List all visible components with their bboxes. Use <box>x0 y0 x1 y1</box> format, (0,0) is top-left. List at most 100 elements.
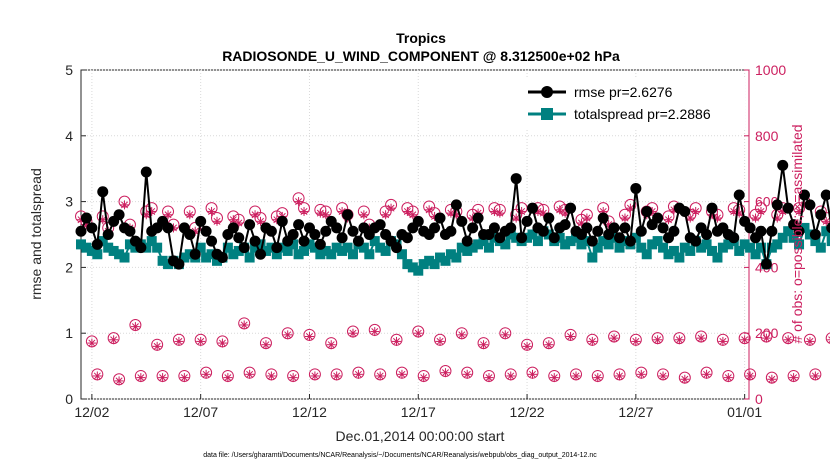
spread-point <box>783 226 794 237</box>
rmse-point <box>565 202 577 214</box>
y-left-tick-label: 0 <box>65 391 73 407</box>
spread-point <box>97 236 108 247</box>
spread-point <box>560 239 571 250</box>
spread-point <box>124 239 135 250</box>
spread-point <box>674 252 685 263</box>
obs-assimilated-point <box>130 322 140 332</box>
spread-point <box>418 259 429 270</box>
spread-point <box>598 236 609 247</box>
obs-assimilated-point <box>375 371 385 381</box>
spread-point <box>309 242 320 253</box>
obs-assimilated-point <box>479 340 489 350</box>
spread-point <box>364 249 375 260</box>
rmse-point <box>815 209 827 221</box>
spread-point <box>326 249 337 260</box>
rmse-point <box>352 235 364 247</box>
chart-title-variable: RADIOSONDE_U_WIND_COMPONENT @ 8.312500e+… <box>222 48 620 64</box>
spread-point <box>152 242 163 253</box>
rmse-point <box>336 232 348 244</box>
spread-point <box>331 242 342 253</box>
obs-assimilated-point <box>239 320 249 330</box>
obs-assimilated-point <box>228 215 238 225</box>
obs-assimilated-point <box>196 336 206 346</box>
rmse-point <box>461 235 473 247</box>
obs-assimilated-point <box>506 371 516 381</box>
rmse-point <box>445 225 457 237</box>
rmse-point <box>456 215 468 227</box>
rmse-point <box>320 225 332 237</box>
obs-assimilated-point <box>163 210 173 220</box>
spread-point <box>592 242 603 253</box>
spread-point <box>679 242 690 253</box>
rmse-point <box>581 222 593 234</box>
y-left-tick-label: 2 <box>65 259 73 275</box>
obs-assimilated-point <box>440 368 450 378</box>
spread-point <box>440 255 451 266</box>
legend: rmse pr=2.6276 totalspread pr=2.2886 <box>523 78 745 128</box>
obs-assimilated-point <box>299 206 309 216</box>
spread-point <box>271 249 282 260</box>
spread-point <box>456 242 467 253</box>
rmse-point <box>755 225 767 237</box>
obs-assimilated-point <box>810 371 820 381</box>
obs-assimilated-point <box>185 210 195 220</box>
obs-assimilated-point <box>326 340 336 350</box>
rmse-point <box>200 225 212 237</box>
spread-point <box>543 229 554 240</box>
rmse-point <box>526 202 538 214</box>
rmse-point <box>690 235 702 247</box>
y-right-tick-label: 1000 <box>755 62 786 78</box>
obs-assimilated-point <box>571 371 581 381</box>
spread-point <box>114 249 125 260</box>
obs-assimilated-point <box>615 371 625 381</box>
rmse-point <box>271 242 283 254</box>
obs-assimilated-point <box>566 331 576 341</box>
y-axis-left-label: rmse and totalspread <box>28 168 44 300</box>
spread-point <box>337 245 348 256</box>
spread-point <box>342 242 353 253</box>
rmse-point <box>162 222 174 234</box>
y-left-tick-label: 4 <box>65 128 73 144</box>
spread-point <box>630 232 641 243</box>
legend-rmse-marker <box>541 86 553 98</box>
x-tick-label: 12/12 <box>292 404 327 420</box>
y-right-tick-label: 800 <box>755 128 779 144</box>
obs-assimilated-point <box>402 206 412 216</box>
rmse-point <box>619 222 631 234</box>
spread-point <box>375 242 386 253</box>
spread-point <box>81 242 92 253</box>
spread-point <box>745 242 756 253</box>
obs-assimilated-point <box>397 369 407 379</box>
spread-point <box>772 239 783 250</box>
spread-point <box>701 239 712 250</box>
x-tick-label: 12/22 <box>510 404 545 420</box>
obs-assimilated-point <box>636 369 646 379</box>
spread-point <box>260 245 271 256</box>
y-right-tick-label: 0 <box>755 391 763 407</box>
obs-assimilated-point <box>332 371 342 381</box>
spread-point <box>396 249 407 260</box>
rmse-point <box>287 229 299 240</box>
spread-point <box>505 229 516 240</box>
spread-point <box>467 242 478 253</box>
obs-possible-point <box>825 332 830 344</box>
obs-assimilated-point <box>381 210 391 220</box>
rmse-point <box>793 225 805 237</box>
rmse-point <box>331 222 343 234</box>
x-tick-label: 12/17 <box>401 404 436 420</box>
spread-point <box>565 236 576 247</box>
spread-point <box>402 259 413 270</box>
spread-point <box>369 236 380 247</box>
rmse-point <box>804 199 816 211</box>
obs-assimilated-point <box>457 330 467 340</box>
obs-assimilated-point <box>212 216 222 226</box>
rmse-point <box>652 212 664 224</box>
spread-point <box>76 239 86 250</box>
obs-assimilated-point <box>674 335 684 345</box>
y-left-tick-label: 3 <box>65 194 73 210</box>
spread-point <box>636 242 647 253</box>
spread-point <box>587 252 598 263</box>
obs-assimilated-point <box>353 369 363 379</box>
rmse-point <box>766 225 778 237</box>
